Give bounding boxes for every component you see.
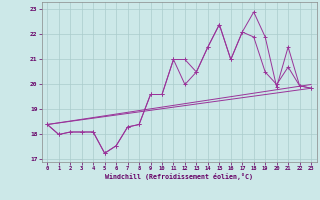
X-axis label: Windchill (Refroidissement éolien,°C): Windchill (Refroidissement éolien,°C): [105, 173, 253, 180]
